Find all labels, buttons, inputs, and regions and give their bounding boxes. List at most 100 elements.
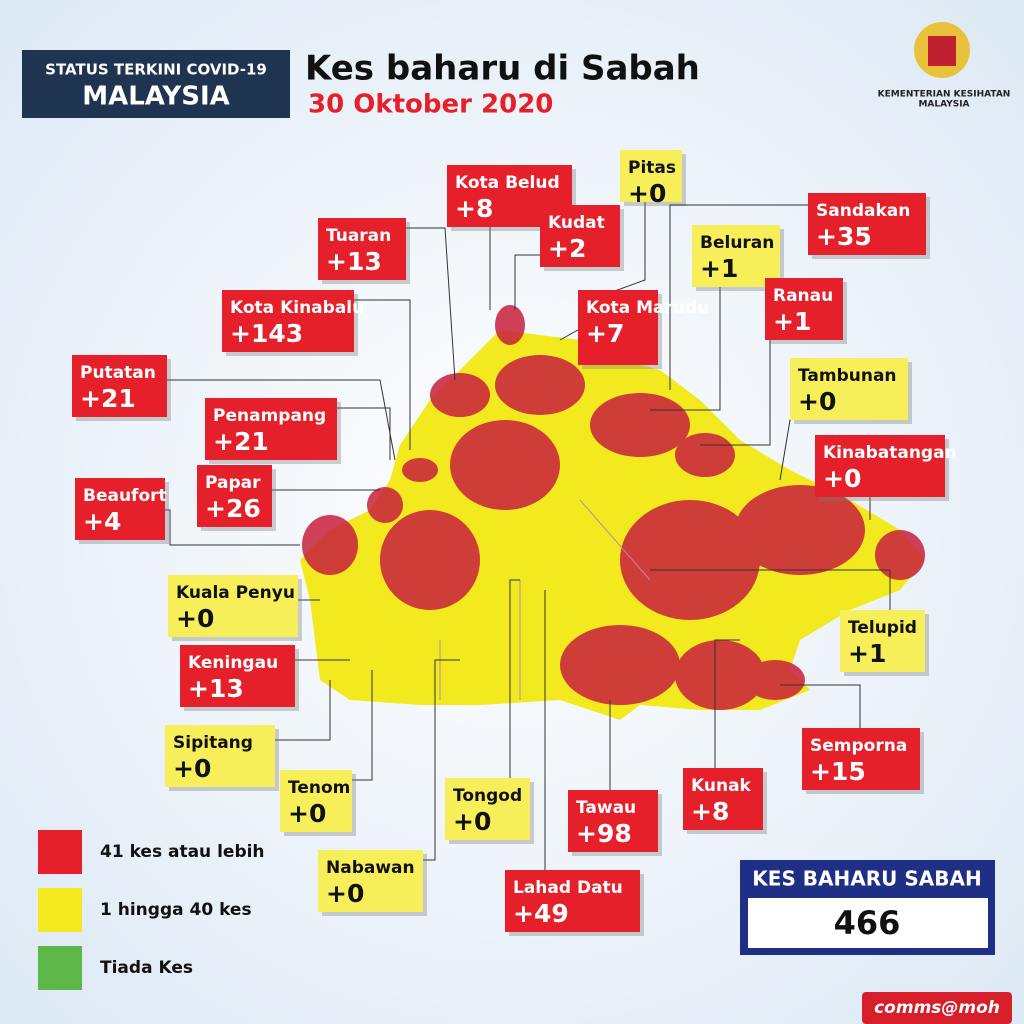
- district-cases: +0: [798, 387, 836, 416]
- district-cases: +0: [628, 179, 666, 208]
- district-label-box: [168, 575, 298, 637]
- district-cases: +0: [173, 754, 211, 783]
- ministry-line1: KEMENTERIAN KESIHATAN: [878, 90, 1011, 100]
- district-label-box: [765, 278, 843, 340]
- district-label-box: [165, 725, 275, 787]
- district-name: Kinabatangan: [823, 443, 957, 463]
- district-name: Tuaran: [326, 226, 391, 246]
- district-label-box: [318, 218, 406, 280]
- district-name: Kunak: [691, 776, 752, 796]
- district-cases: +8: [691, 797, 729, 826]
- sabah-land: [300, 330, 925, 720]
- district-label-box: [205, 398, 337, 460]
- ministry-crest: [914, 22, 970, 78]
- district-label-box: [802, 728, 920, 790]
- ministry-line2: MALAYSIA: [918, 100, 969, 110]
- district-name: Beaufort: [83, 486, 167, 506]
- district-name: Sipitang: [173, 733, 253, 753]
- district-name: Pitas: [628, 158, 676, 178]
- district-cases: +98: [576, 819, 632, 848]
- district-name: Kota Belud: [455, 173, 560, 193]
- district-cases: +1: [700, 254, 738, 283]
- total-value: 466: [834, 904, 901, 942]
- district-label-box: [445, 778, 530, 840]
- district-cases: +0: [288, 799, 326, 828]
- district-name: Tambunan: [798, 366, 897, 386]
- district-label-box: [578, 290, 658, 365]
- status-badge: [22, 50, 290, 118]
- red-districts: [302, 305, 925, 710]
- map: [300, 305, 925, 720]
- district-label-box: [280, 770, 352, 832]
- district-label-box: [808, 193, 926, 255]
- district-label-box: [790, 358, 908, 420]
- district-label-box: [75, 478, 165, 540]
- district-cases: +35: [816, 222, 872, 251]
- footer-badge: [862, 992, 1012, 1024]
- district-cases: +26: [205, 494, 261, 523]
- district-cases: +4: [83, 507, 121, 536]
- footer: comms@moh: [874, 998, 1000, 1018]
- district-label-box: [620, 150, 682, 202]
- total-value-box: [748, 898, 988, 948]
- district-label-box: [318, 850, 423, 912]
- district-cases: +13: [188, 674, 244, 703]
- district-name: Nabawan: [326, 858, 415, 878]
- district-name: Telupid: [848, 618, 917, 638]
- district-name: Ranau: [773, 286, 833, 306]
- district-label-box: [840, 610, 925, 672]
- district-label-box: [683, 768, 763, 830]
- district-label-box: [540, 205, 620, 267]
- badge-line1: STATUS TERKINI COVID-19: [45, 61, 267, 79]
- district-cases: +0: [176, 604, 214, 633]
- legend-swatch: [38, 830, 82, 874]
- district-name: Lahad Datu: [513, 878, 623, 898]
- district-cases: +15: [810, 757, 866, 786]
- district-cases: +21: [213, 427, 269, 456]
- district-name: Semporna: [810, 736, 907, 756]
- district-cases: +21: [80, 384, 136, 413]
- district-name: Tenom: [288, 778, 350, 798]
- legend-label: 41 kes atau lebih: [100, 842, 265, 862]
- title: Kes baharu di Sabah: [305, 49, 700, 89]
- district-cases: +0: [823, 464, 861, 493]
- district-label-box: [197, 465, 272, 527]
- district-name: Kota Marudu: [586, 298, 709, 318]
- district-cases: +7: [586, 319, 624, 348]
- district-cases: +1: [848, 639, 886, 668]
- district-name: Putatan: [80, 363, 156, 383]
- legend-label: 1 hingga 40 kes: [100, 900, 252, 920]
- date: 30 Oktober 2020: [308, 90, 553, 120]
- district-name: Kuala Penyu: [176, 583, 295, 603]
- legend-swatch: [38, 888, 82, 932]
- district-name: Sandakan: [816, 201, 910, 221]
- district-cases: +49: [513, 899, 569, 928]
- district-cases: +143: [230, 319, 303, 348]
- district-cases: +1: [773, 307, 811, 336]
- district-label-box: [505, 870, 640, 932]
- district-cases: +0: [326, 879, 364, 908]
- legend-label: Tiada Kes: [100, 958, 193, 978]
- district-name: Penampang: [213, 406, 326, 426]
- district-name: Beluran: [700, 233, 774, 253]
- district-name: Keningau: [188, 653, 278, 673]
- total-label: KES BAHARU SABAH: [752, 867, 981, 891]
- district-label-box: [72, 355, 167, 417]
- district-label-box: [180, 645, 295, 707]
- district-label-box: [568, 790, 658, 852]
- district-cases: +13: [326, 247, 382, 276]
- district-cases: +8: [455, 194, 493, 223]
- district-name: Kudat: [548, 213, 605, 233]
- district-borders: [439, 499, 651, 700]
- district-name: Tawau: [576, 798, 636, 818]
- badge-line2: MALAYSIA: [82, 82, 230, 112]
- district-label-box: [815, 435, 945, 497]
- district-name: Tongod: [453, 786, 522, 806]
- district-label-box: [222, 290, 354, 352]
- legend-swatch: [38, 946, 82, 990]
- district-cases: +0: [453, 807, 491, 836]
- district-name: Kota Kinabalu: [230, 298, 364, 318]
- district-label-box: [692, 225, 780, 287]
